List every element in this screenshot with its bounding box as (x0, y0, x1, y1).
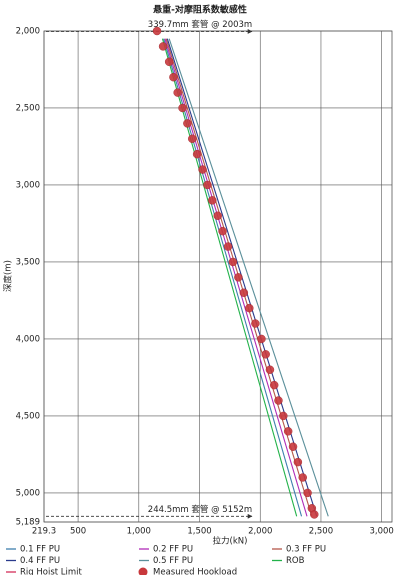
measured-point (187, 134, 197, 144)
measured-point (293, 457, 303, 467)
y-tick-label: 2,000 (16, 27, 40, 37)
measured-point (239, 288, 249, 297)
legend-label: 0.2 FF PU (153, 545, 193, 555)
x-axis-label: 拉力(kN) (213, 536, 248, 547)
measured-point (265, 365, 275, 374)
measured-point (164, 57, 174, 67)
measured-point (234, 273, 243, 282)
y-tick-label: 5,000 (16, 488, 40, 498)
measured-point (261, 350, 270, 359)
x-tick-label: 1,000 (127, 527, 151, 537)
x-tick-label: 3,000 (370, 527, 394, 537)
measured-point (283, 427, 293, 436)
legend-label: Measured Hookload (153, 568, 237, 575)
measured-point (213, 211, 222, 221)
chart-title: 悬重-对摩阻系数敏感性 (152, 4, 247, 16)
measured-point (223, 242, 233, 251)
measured-point (288, 442, 298, 451)
y-tick-label: 3,000 (16, 180, 40, 190)
measured-point (310, 510, 319, 519)
measured-point (279, 411, 288, 421)
series-line (161, 38, 298, 517)
x-tick-label: 500 (70, 527, 86, 537)
measured-point (158, 42, 168, 51)
measured-point (245, 303, 254, 313)
measured-point (198, 165, 207, 174)
x-tick-label: 1,500 (187, 527, 211, 537)
legend-marker (138, 567, 148, 575)
measured-point (192, 149, 202, 159)
y-tick-label: 2,500 (16, 103, 40, 113)
y-tick-label: 4,000 (16, 334, 40, 344)
annotation: 244.5mm 套管 @ 5152m (148, 504, 252, 515)
y-tick-label: 5,189 (16, 518, 40, 528)
measured-point (218, 226, 227, 236)
measured-point (298, 473, 307, 482)
legend-label: 0.1 FF PU (20, 545, 60, 555)
x-tick-label: 2,000 (248, 527, 272, 537)
measured-point (152, 26, 162, 36)
annotation: 339.7mm 套管 @ 2003m (148, 19, 252, 30)
y-axis-label: 深度(m) (3, 260, 14, 292)
legend-label: 0.3 FF PU (286, 545, 326, 555)
legend-label: ROB (286, 556, 305, 566)
measured-point (251, 319, 260, 328)
measured-point (183, 119, 192, 128)
measured-point (178, 103, 187, 113)
plot-border (43, 30, 393, 523)
measured-point (257, 334, 266, 344)
measured-point (269, 380, 279, 390)
measured-point (274, 396, 283, 405)
legend-label: 0.5 FF PU (153, 556, 193, 566)
measured-point (203, 180, 212, 190)
measured-point (173, 88, 182, 97)
measured-point (303, 488, 312, 498)
legend-label: 0.4 FF PU (20, 556, 60, 566)
x-tick-label: 2,500 (309, 527, 333, 537)
measured-point (228, 257, 238, 267)
measured-point (169, 72, 178, 82)
series-line (163, 38, 303, 517)
series-line (168, 38, 329, 517)
y-tick-label: 3,500 (16, 257, 40, 267)
measured-point (208, 196, 217, 205)
legend-label: Rig Hoist Limit (20, 568, 83, 575)
y-tick-label: 4,500 (16, 411, 40, 421)
x-tick-label: 219.3 (32, 527, 56, 537)
